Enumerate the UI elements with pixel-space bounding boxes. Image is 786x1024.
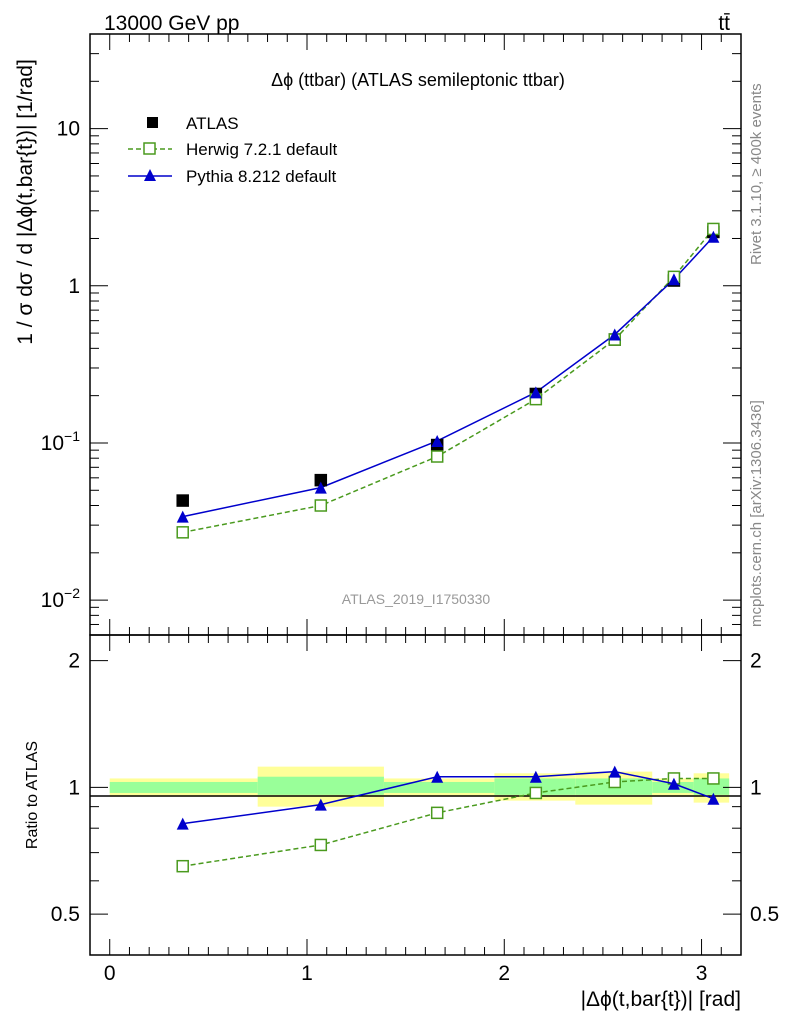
x-tick-label: 2 — [498, 962, 510, 985]
herwig-ratio-point — [430, 806, 444, 820]
herwig-point — [314, 499, 328, 512]
pythia-point — [608, 328, 621, 341]
ratio-y-tick-label-right: 2 — [750, 650, 762, 673]
uncertainty-band-green — [383, 781, 495, 793]
main-ticks: 10−2 10−1 1 10 — [41, 33, 741, 636]
legend-pythia-label: Pythia 8.212 default — [186, 167, 337, 186]
herwig-point — [176, 526, 189, 539]
pythia-point — [431, 434, 444, 447]
header-right: tt̄ — [718, 12, 730, 35]
pythia-point — [707, 230, 720, 243]
main-y-axis-label: 1 / σ dσ / d |Δϕ(t,bar{t})| [1/rad] — [14, 59, 37, 345]
pythia-point — [529, 386, 542, 399]
herwig-ratio-point — [707, 772, 720, 785]
ratio-y-tick-label-right: 1 — [750, 776, 762, 799]
ratio-series — [176, 765, 720, 873]
herwig-ratio-point — [529, 786, 543, 800]
pythia-ratio-point — [667, 777, 680, 790]
pythia-point — [176, 510, 189, 523]
main-y-tick-label: 1 — [68, 275, 80, 298]
legend-herwig-marker — [143, 142, 156, 155]
pythia-ratio-point — [314, 798, 327, 811]
atlas-data-point — [176, 494, 189, 507]
pythia-point — [667, 273, 680, 286]
ratio-y-axis-label: Ratio to ATLAS — [24, 741, 41, 849]
x-axis-label: |Δϕ(t,bar{t})| [rad] — [581, 988, 741, 1011]
ratio-y-tick-label: 0.5 — [51, 903, 80, 926]
pythia-ratio-point — [176, 817, 189, 830]
legend-herwig-label: Herwig 7.2.1 default — [186, 140, 337, 159]
header-left: 13000 GeV pp — [104, 12, 239, 35]
ratio-frame — [89, 634, 742, 956]
ratio-ticks: 0.5 0.5 1 1 2 2 0 1 2 3 — [51, 635, 779, 985]
x-tick-label: 3 — [696, 962, 708, 985]
pythia-ratio-point — [529, 770, 542, 783]
rivet-info: Rivet 3.1.10, ≥ 400k events — [748, 83, 765, 265]
uncertainty-band-green — [693, 778, 730, 795]
uncertainty-band-green — [257, 776, 384, 795]
ratio-y-tick-label-right: 0.5 — [750, 903, 779, 926]
legend-atlas-label: ATLAS — [186, 114, 239, 133]
main-y-tick-label: 10−1 — [41, 428, 81, 455]
main-y-tick-label: 10−2 — [41, 585, 81, 612]
ratio-y-tick-label: 2 — [68, 650, 80, 673]
mcplots-info: mcplots.cern.ch [arXiv:1306.3436] — [748, 400, 765, 627]
main-y-tick-label: 10 — [57, 118, 80, 141]
main-series — [176, 222, 720, 539]
ratio-y-tick-label: 1 — [68, 776, 80, 799]
pythia-ratio-point — [608, 765, 621, 778]
main-panel: 10−2 10−1 1 10 Δϕ (ttbar) (ATLAS semilepton… — [41, 33, 742, 636]
main-title: Δϕ (ttbar) (ATLAS semileptonic ttbar) — [271, 70, 565, 90]
uncertainty-band-green — [109, 781, 258, 793]
legend-atlas-marker — [147, 117, 158, 128]
legend-pythia-marker — [144, 169, 156, 181]
ratio-panel: 0.5 0.5 1 1 2 2 0 1 2 3 — [51, 634, 779, 985]
herwig-ratio-point — [176, 859, 189, 873]
herwig-ratio-point — [608, 775, 621, 789]
x-tick-label: 0 — [104, 962, 116, 985]
herwig-ratio-point — [314, 838, 328, 852]
legend: ATLAS Herwig 7.2.1 default Pythia 8.212 … — [128, 114, 337, 186]
pythia-point — [314, 481, 327, 494]
analysis-watermark: ATLAS_2019_I1750330 — [342, 591, 491, 607]
x-tick-label: 1 — [301, 962, 313, 985]
herwig-point — [430, 450, 444, 463]
pythia-ratio-point — [707, 792, 720, 805]
pythia-ratio-point — [431, 770, 444, 783]
